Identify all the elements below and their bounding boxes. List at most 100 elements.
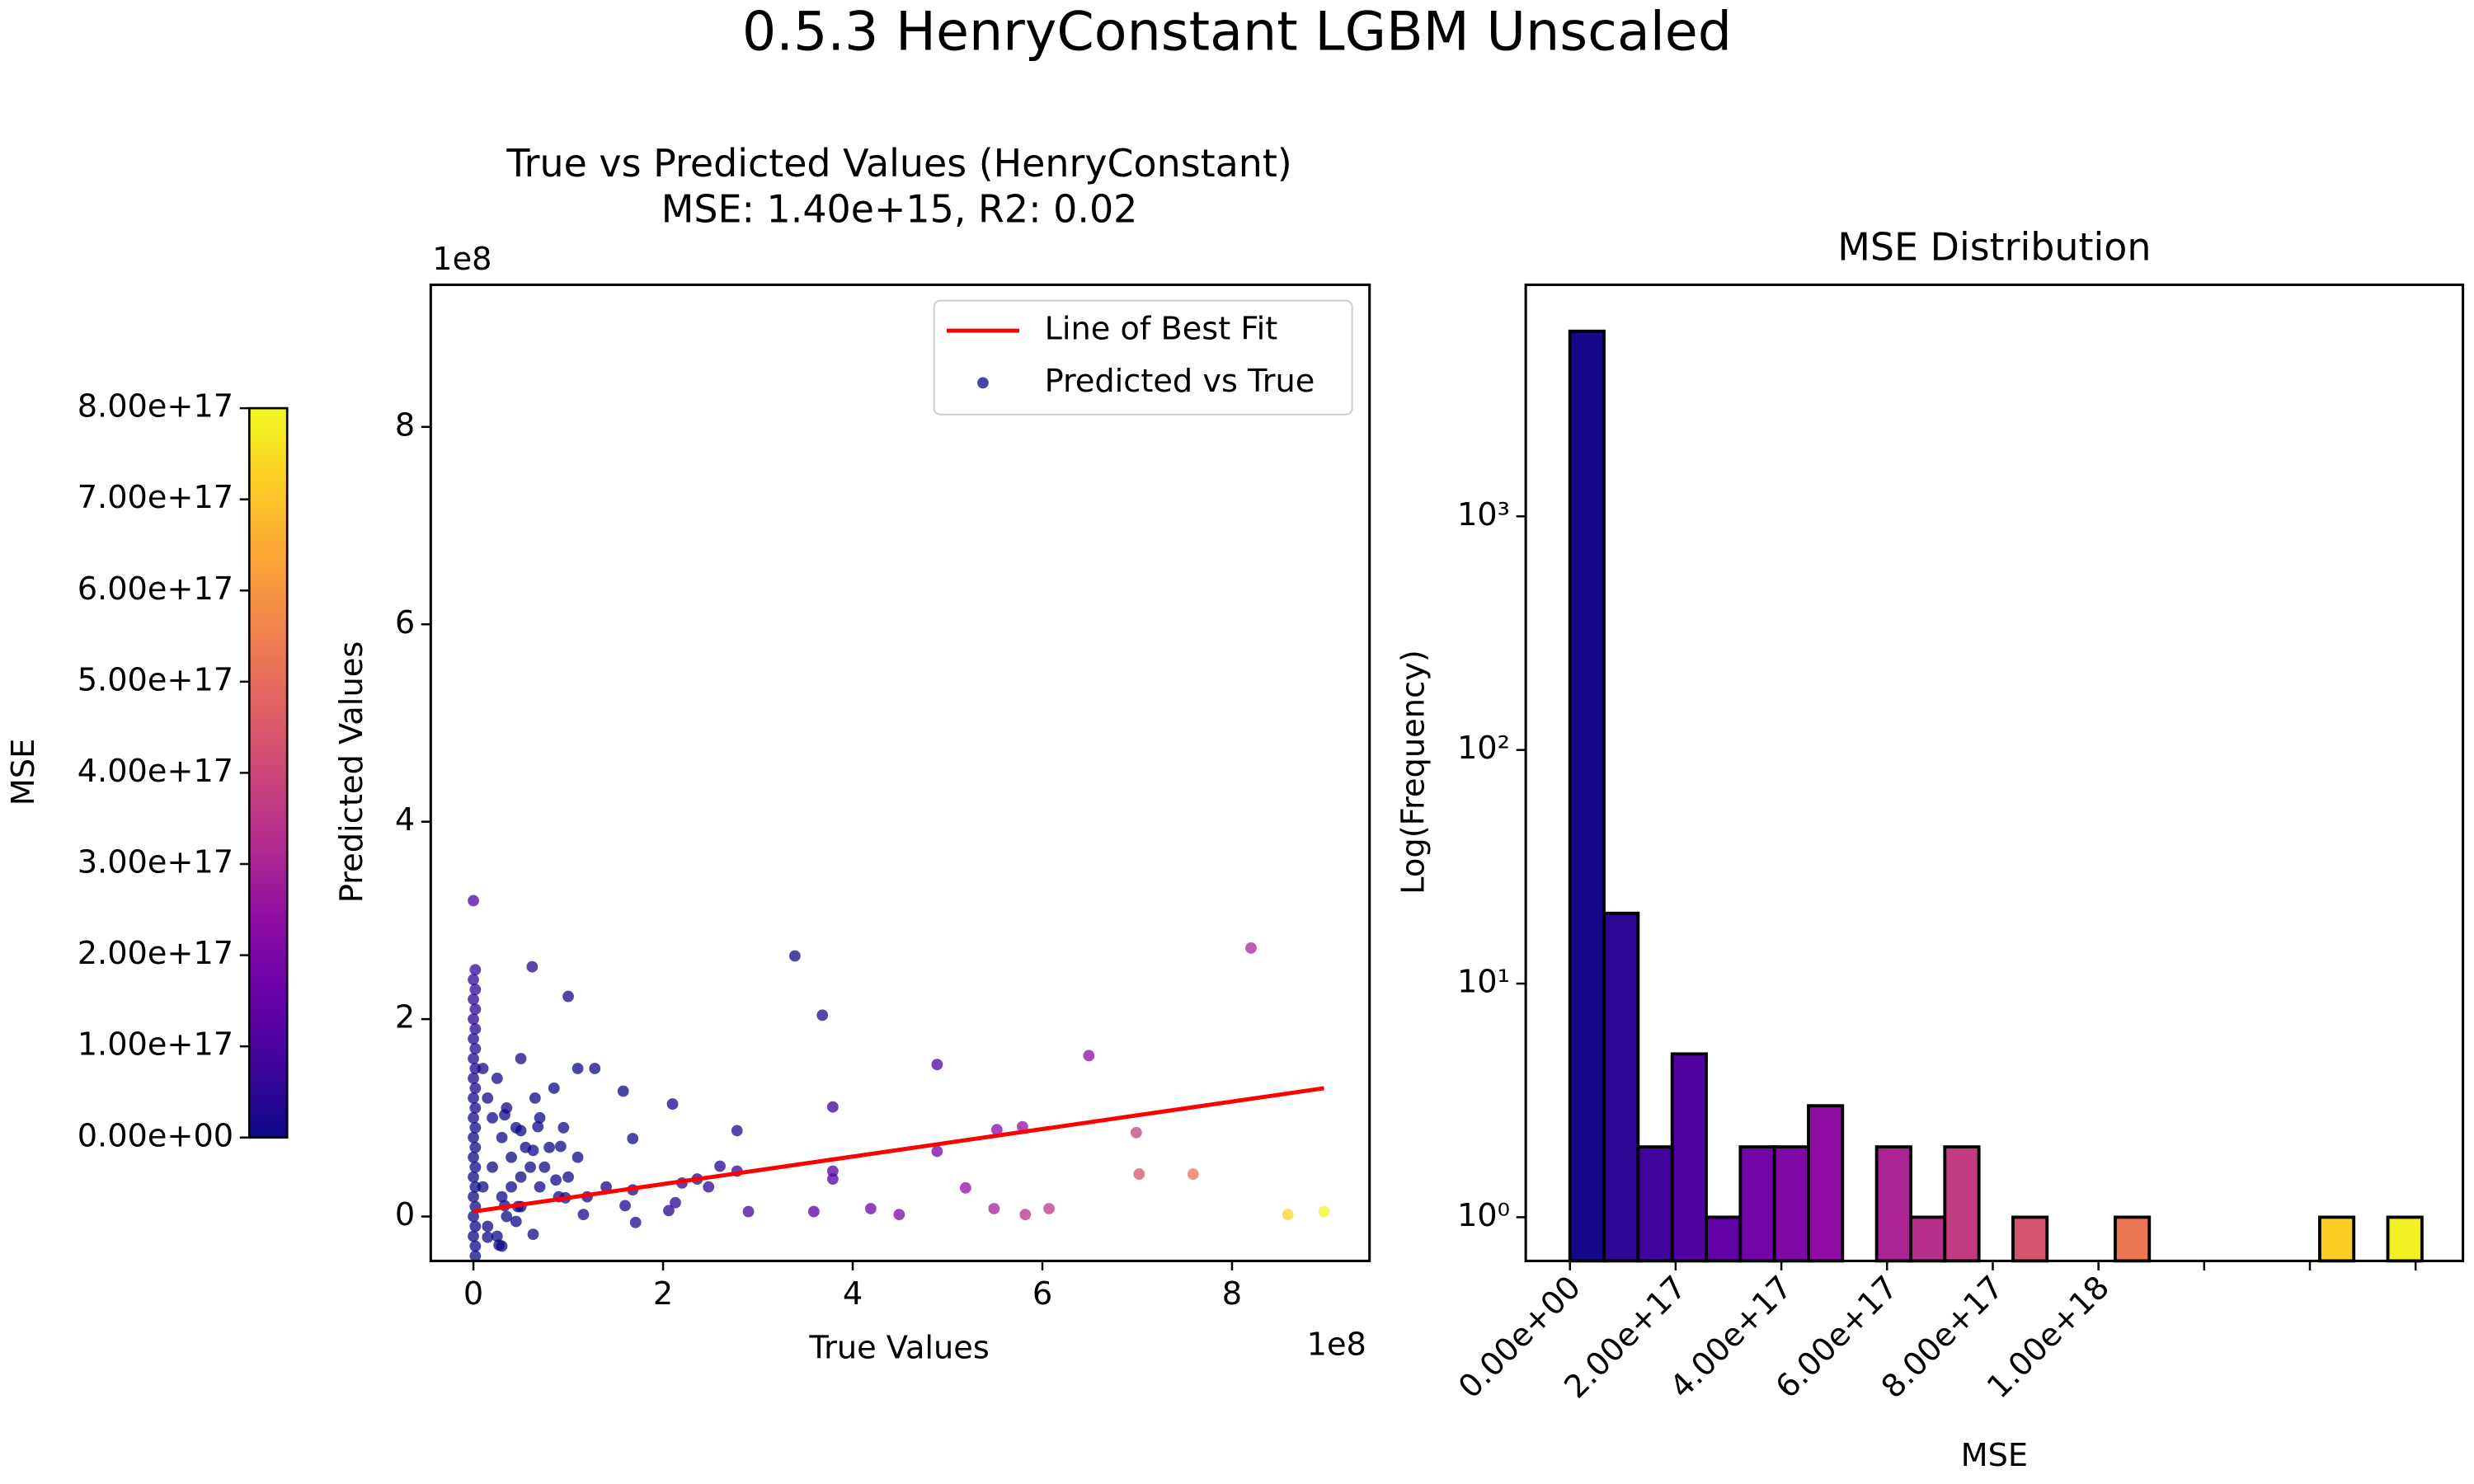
scatter-point — [562, 1171, 574, 1183]
hist-bar — [2114, 1215, 2152, 1263]
x-axis-label: True Values — [808, 1329, 989, 1366]
best-fit-line — [473, 1086, 1324, 1214]
scatter-point — [1083, 1050, 1095, 1062]
scatter-point — [468, 1171, 479, 1183]
scatter-point — [469, 1003, 482, 1016]
scatter-point — [731, 1125, 743, 1137]
hist-bar — [2011, 1215, 2049, 1263]
scatter-point — [468, 993, 479, 1006]
scatter-point — [524, 1161, 536, 1173]
scatter-point — [1245, 942, 1257, 954]
scatter-point — [468, 1111, 479, 1124]
scatter-point — [534, 1111, 546, 1124]
scatter-point — [469, 1240, 482, 1252]
scatter-point — [663, 1205, 675, 1217]
x-tick-label: 2 — [653, 1275, 673, 1313]
scatter-point — [1187, 1168, 1199, 1180]
y-tick-label: 10⁰ — [1457, 1197, 1510, 1234]
scatter-point — [931, 1145, 943, 1158]
scatter-point — [571, 1151, 584, 1163]
x-tick-label: 0 — [463, 1275, 483, 1313]
scatter-point — [1130, 1126, 1142, 1139]
y-tick-label: 2 — [395, 999, 415, 1036]
scatter-point — [1019, 1209, 1032, 1221]
scatter-point — [469, 1161, 482, 1173]
y-offset-label: 1e8 — [432, 241, 492, 278]
scatter-point — [496, 1131, 508, 1144]
scatter-point — [990, 1124, 1003, 1136]
colorbar — [247, 406, 289, 1139]
scatter-point — [627, 1133, 639, 1144]
scatter-point — [577, 1209, 590, 1221]
x-offset-label: 1e8 — [1307, 1327, 1366, 1364]
scatter-point — [468, 974, 479, 986]
hist-bar — [1705, 1215, 1743, 1263]
scatter-point — [515, 1125, 527, 1137]
scatter-subtitle: MSE: 1.40e+15, R2: 0.02 — [661, 187, 1138, 232]
scatter-point — [468, 1210, 479, 1223]
x-tick-label: 8 — [1222, 1275, 1242, 1313]
scatter-point — [491, 1230, 503, 1242]
y-tick-label: 6 — [395, 604, 415, 641]
figure-title: 0.5.3 HenryConstant LGBM Unscaled — [742, 1, 1732, 63]
hist-bar — [2386, 1215, 2424, 1263]
colorbar-tick-label: 8.00e+17 — [78, 388, 233, 425]
hist-bar — [1670, 1052, 1708, 1263]
colorbar-tick-label: 5.00e+17 — [78, 661, 233, 698]
scatter-point — [482, 1231, 494, 1243]
scatter-point — [469, 964, 482, 976]
scatter-point — [816, 1009, 829, 1021]
scatter-point — [534, 1181, 546, 1193]
scatter-point — [469, 1101, 482, 1114]
scatter-point — [501, 1210, 513, 1223]
colorbar-tick-label: 3.00e+17 — [78, 843, 233, 881]
scatter-point — [468, 1131, 479, 1144]
scatter-point — [468, 1053, 479, 1064]
colorbar-tick-label: 4.00e+17 — [78, 753, 233, 790]
hist-bar — [1909, 1215, 1947, 1263]
scatter-point — [532, 1120, 544, 1133]
scatter-point — [496, 1190, 508, 1203]
scatter-point — [469, 1023, 482, 1035]
y-axis-label: Predicted Values — [333, 641, 370, 904]
hist-bar — [1602, 911, 1640, 1263]
scatter-point — [562, 990, 574, 1003]
scatter-point — [988, 1203, 1000, 1214]
axes-frame — [1524, 283, 2465, 1262]
scatter-point — [959, 1181, 971, 1194]
scatter-point — [482, 1220, 494, 1233]
scatter-point — [477, 1063, 489, 1074]
scatter-point — [807, 1205, 820, 1218]
hist-bar — [2317, 1215, 2356, 1263]
hist-bar — [1874, 1145, 1912, 1263]
scatter-point — [617, 1085, 629, 1097]
scatter-point — [548, 1082, 560, 1094]
scatter-point — [931, 1059, 943, 1071]
scatter-point — [491, 1073, 503, 1084]
colorbar-tick-label: 7.00e+17 — [78, 479, 233, 516]
legend-marker — [977, 377, 989, 389]
scatter-point — [571, 1063, 584, 1074]
scatter-point — [714, 1160, 726, 1172]
x-tick-label: 6 — [1032, 1275, 1052, 1313]
scatter-point — [468, 895, 479, 907]
scatter-point — [469, 1220, 482, 1233]
y-tick-label: 10¹ — [1457, 964, 1510, 1001]
hist-bar — [1943, 1145, 1981, 1263]
scatter-point — [589, 1063, 601, 1074]
scatter-point — [864, 1203, 877, 1214]
scatter-point — [469, 984, 482, 996]
y-tick-label: 10² — [1457, 730, 1510, 767]
scatter-point — [543, 1141, 555, 1153]
hist-bar — [1568, 329, 1606, 1263]
scatter-point — [893, 1209, 905, 1221]
hist-bar — [1807, 1104, 1845, 1263]
scatter-point — [506, 1181, 517, 1193]
scatter-point — [468, 1190, 479, 1203]
scatter-point — [527, 1144, 539, 1157]
scatter-point — [539, 1161, 551, 1173]
hist-x-label: MSE — [1961, 1437, 2028, 1474]
scatter-point — [826, 1165, 839, 1177]
hist-title: MSE Distribution — [1837, 225, 2151, 270]
